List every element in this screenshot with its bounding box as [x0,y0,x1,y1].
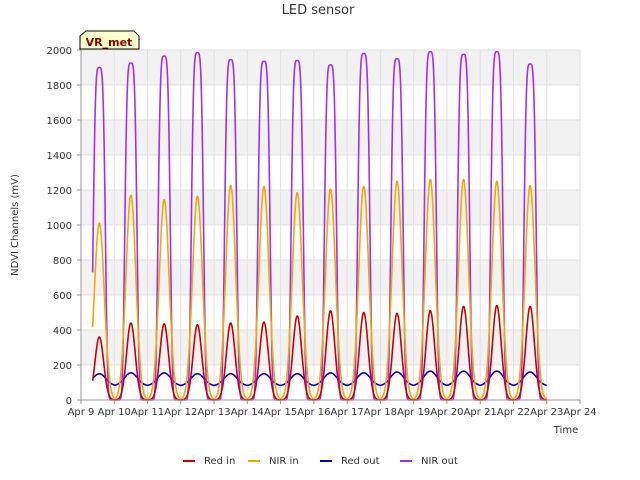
y-tick-label: 0 [66,396,72,407]
y-tick-label: 1600 [47,116,72,127]
legend-label-nir-in: NIR in [269,456,299,467]
chart-title: LED sensor [282,3,355,18]
annotation-box [79,30,140,50]
y-tick-label: 1000 [47,221,72,232]
y-tick-label: 1400 [47,151,72,162]
y-tick-label: 1800 [47,81,72,92]
legend-label-red-out: Red out [341,456,380,467]
legend: Red in NIR in Red out NIR out [183,456,458,467]
x-tick-label: Apr 24 [563,407,596,418]
y-tick-label: 1200 [47,186,72,197]
background-band [81,190,580,225]
x-axis-title: Time [553,425,578,436]
y-tick-label: 2000 [47,46,72,57]
background-band [81,260,580,295]
annotation-label: VR_met [86,36,133,49]
series-line-nir-in [91,178,548,400]
x-tick-label: Apr 10 [98,407,131,418]
x-tick-label: Apr 14 [231,407,264,418]
legend-label-nir-out: NIR out [421,456,458,467]
x-tick-label: Apr 22 [497,407,530,418]
background-band [81,330,580,365]
x-tick-label: Apr 9 [68,407,95,418]
vr-met-annotation: VR_met [79,30,140,50]
y-tick-label: 200 [53,361,72,372]
y-tick-label: 800 [53,256,72,267]
x-tick-label: Apr 23 [530,407,563,418]
y-axis-title: NDVI Channels (mV) [10,174,21,276]
x-tick-label: Apr 11 [131,407,164,418]
series-line-red-in [91,304,548,401]
x-tick-label: Apr 17 [331,407,364,418]
x-tick-label: Apr 13 [197,407,230,418]
background-band [81,50,580,85]
x-tick-label: Apr 19 [397,407,430,418]
y-tick-label: 400 [53,326,72,337]
x-tick-label: Apr 16 [297,407,330,418]
x-tick-label: Apr 18 [364,407,397,418]
y-tick-label: 600 [53,291,72,302]
x-tick-label: Apr 20 [430,407,463,418]
x-tick-label: Apr 12 [164,407,197,418]
legend-label-red-in: Red in [204,456,235,467]
background-band [81,120,580,155]
x-tick-label: Apr 21 [464,407,497,418]
x-tick-label: Apr 15 [264,407,297,418]
